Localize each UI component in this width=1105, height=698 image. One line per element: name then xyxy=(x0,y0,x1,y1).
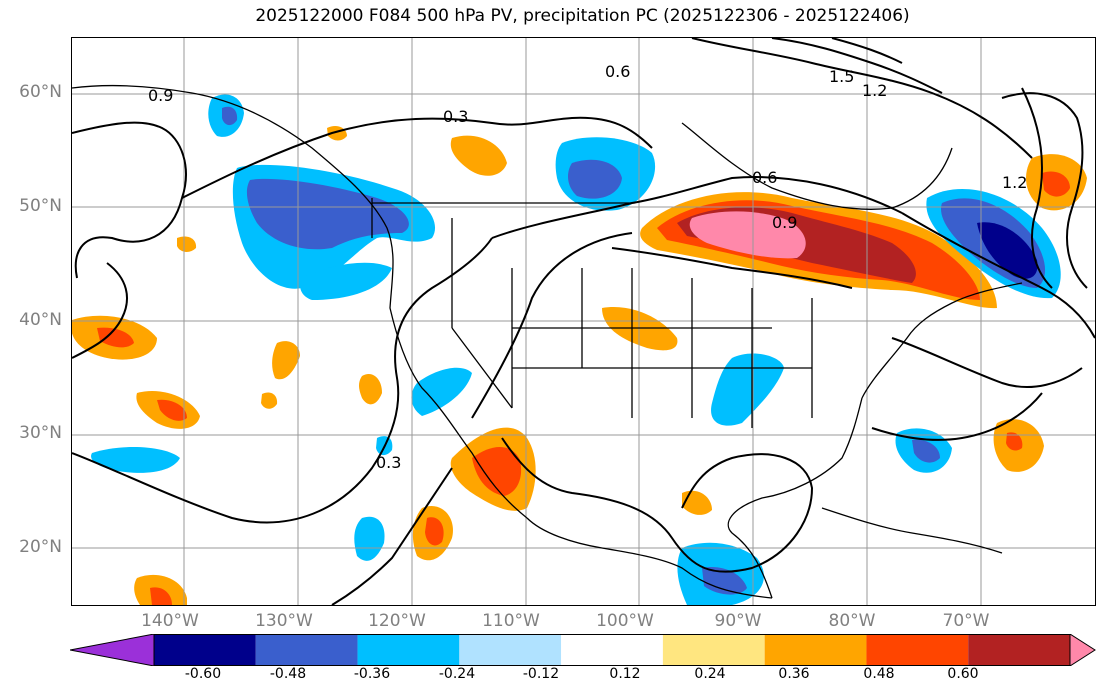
colorbar-extend-low xyxy=(70,634,155,666)
contour-label: 0.3 xyxy=(443,107,468,126)
colorbar-segment xyxy=(662,634,765,666)
colorbar-segment xyxy=(764,634,867,666)
contour-label: 1.2 xyxy=(862,81,887,100)
lon-label-70w: 70°W xyxy=(942,611,990,631)
map-canvas: 0.9 0.3 0.6 0.6 1.5 1.2 0.9 0.3 1.2 xyxy=(72,38,1095,605)
colorbar-label: -0.24 xyxy=(438,666,476,682)
precip-shading xyxy=(72,94,1087,605)
colorbar-frame xyxy=(153,634,1071,666)
colorbar-label: -0.12 xyxy=(522,666,560,682)
colorbar-segment xyxy=(968,634,1070,666)
contour-label: 0.3 xyxy=(376,453,401,472)
lon-label-80w: 80°W xyxy=(828,611,876,631)
colorbar-label: 0.12 xyxy=(609,666,641,682)
colorbar-segments xyxy=(70,634,1096,666)
colorbar-label: 0.24 xyxy=(694,666,726,682)
colorbar-label: 0.48 xyxy=(863,666,895,682)
colorbar-label: 0.36 xyxy=(778,666,810,682)
colorbar-segment xyxy=(459,634,562,666)
colorbar xyxy=(70,634,1096,666)
contour-label: 0.6 xyxy=(752,168,777,187)
colorbar-label: -0.48 xyxy=(269,666,307,682)
colorbar-segment xyxy=(866,634,969,666)
contour-label: 1.2 xyxy=(1002,173,1027,192)
colorbar-segment xyxy=(154,634,256,666)
map-panel: 0.9 0.3 0.6 0.6 1.5 1.2 0.9 0.3 1.2 xyxy=(71,37,1096,606)
lon-label-100w: 100°W xyxy=(596,611,654,631)
colorbar-label: -0.36 xyxy=(353,666,391,682)
contour-label: 0.9 xyxy=(148,86,173,105)
pv-contours xyxy=(72,38,1095,605)
coastlines xyxy=(72,84,1023,599)
colorbar-segment xyxy=(255,634,358,666)
lon-label-120w: 120°W xyxy=(368,611,426,631)
lat-label-30n: 30°N xyxy=(19,423,62,443)
contour-label: 1.5 xyxy=(829,67,854,86)
lat-label-20n: 20°N xyxy=(19,537,62,557)
lon-label-140w: 140°W xyxy=(141,611,199,631)
colorbar-label: -0.60 xyxy=(184,666,222,682)
lon-label-130w: 130°W xyxy=(255,611,313,631)
colorbar-label: 0.60 xyxy=(947,666,979,682)
lat-label-60n: 60°N xyxy=(19,82,62,102)
lat-label-40n: 40°N xyxy=(19,310,62,330)
lon-label-90w: 90°W xyxy=(714,611,762,631)
lon-label-110w: 110°W xyxy=(482,611,540,631)
lat-label-50n: 50°N xyxy=(19,196,62,216)
contour-label: 0.6 xyxy=(605,62,630,81)
colorbar-segment xyxy=(357,634,460,666)
plot-title: 2025122000 F084 500 hPa PV, precipitatio… xyxy=(255,6,910,26)
contour-label: 0.9 xyxy=(772,213,797,232)
contour-label-group: 0.9 0.3 0.6 0.6 1.5 1.2 0.9 0.3 1.2 xyxy=(148,62,1027,472)
colorbar-segment xyxy=(561,634,663,666)
colorbar-extend-high xyxy=(1069,634,1096,666)
